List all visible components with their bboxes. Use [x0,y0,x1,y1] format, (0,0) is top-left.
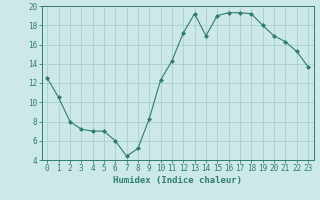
X-axis label: Humidex (Indice chaleur): Humidex (Indice chaleur) [113,176,242,185]
